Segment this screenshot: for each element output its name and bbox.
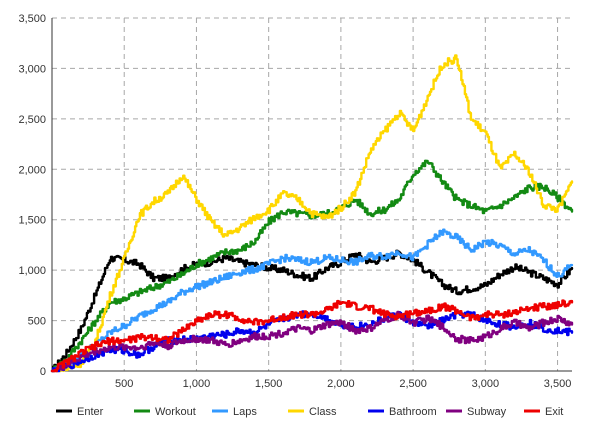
tick-labels: 0 500 1,000 1,500 2,000 2,500 3,000 3,500 500 1,0…: [18, 13, 571, 390]
y-tick-label: 3,500: [18, 13, 46, 25]
legend-label-subway: Subway: [467, 406, 507, 418]
legend-label-enter: Enter: [77, 406, 104, 418]
x-tick-label: 2,500: [399, 378, 427, 390]
series-line-exit: [50, 299, 574, 373]
x-tick-label: 3,500: [544, 378, 572, 390]
x-tick-label: 2,000: [327, 378, 355, 390]
legend-label-laps: Laps: [233, 406, 257, 418]
axes: [51, 18, 572, 372]
x-tick-label: 3,000: [472, 378, 500, 390]
y-tick-label: 2,500: [18, 114, 46, 126]
legend-label-workout: Workout: [155, 406, 196, 418]
legend: Enter Workout Laps Class Bathroom Subway Exit: [56, 406, 563, 418]
series-lines: [50, 54, 574, 373]
y-tick-label: 3,000: [18, 63, 46, 75]
legend-label-class: Class: [309, 406, 337, 418]
series-line-subway: [50, 310, 574, 373]
legend-label-exit: Exit: [545, 406, 563, 418]
y-tick-label: 500: [28, 316, 46, 328]
x-tick-label: 500: [115, 378, 133, 390]
series-line-enter: [50, 249, 574, 373]
x-tick-label: 1,000: [183, 378, 211, 390]
y-tick-label: 2,000: [18, 164, 46, 176]
series-line-laps: [50, 228, 574, 373]
y-tick-label: 1,000: [18, 265, 46, 277]
y-tick-label: 0: [40, 366, 46, 378]
x-tick-label: 1,500: [255, 378, 283, 390]
legend-label-bathroom: Bathroom: [389, 406, 437, 418]
series-line-class: [50, 54, 574, 373]
gridlines: [52, 17, 572, 371]
y-tick-label: 1,500: [18, 215, 46, 227]
